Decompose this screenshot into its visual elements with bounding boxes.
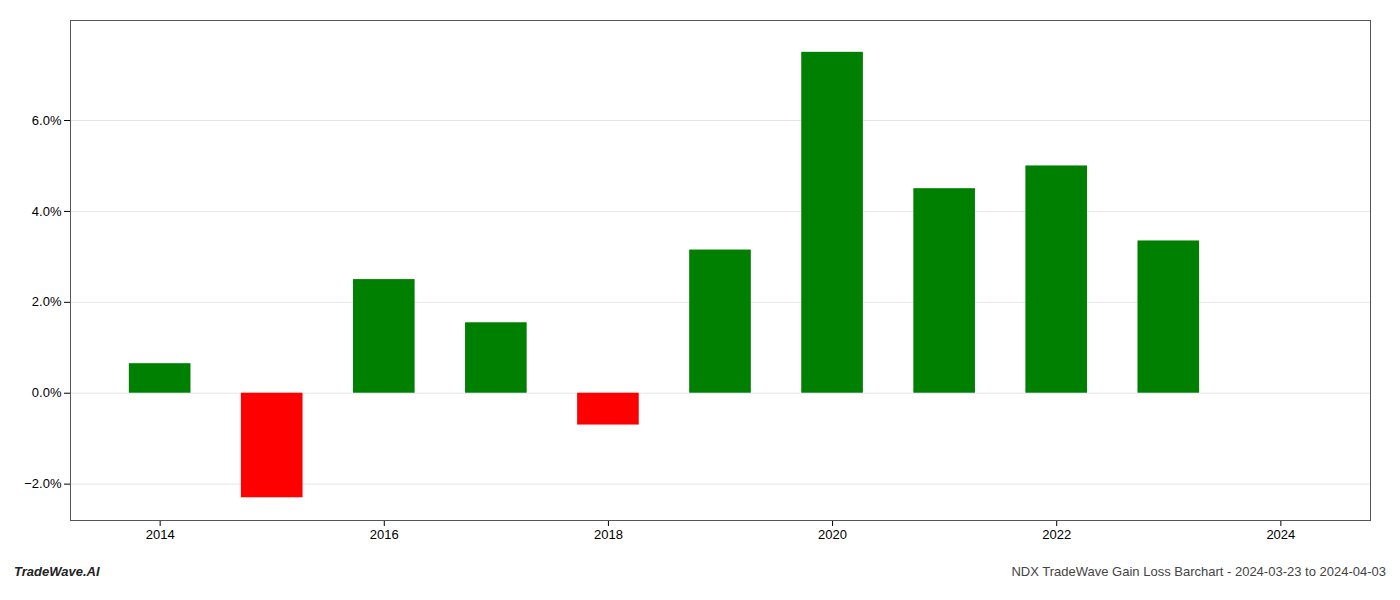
html-text:NDX TradeWave Gain Loss Barcha: NDX TradeWave Gain Loss Barchart - 2024-… <box>1011 564 1386 579</box>
svg-text:0.0%: 0.0% <box>32 385 62 400</box>
svg-text:2016: 2016 <box>370 527 399 542</box>
svg-text:2.0%: 2.0% <box>32 294 62 309</box>
html-text:TradeWave.AI: TradeWave.AI <box>14 564 100 579</box>
svg-text:4.0%: 4.0% <box>32 204 62 219</box>
svg-text:2022: 2022 <box>1042 527 1071 542</box>
svg-text:2024: 2024 <box>1266 527 1295 542</box>
svg-text:2014: 2014 <box>146 527 175 542</box>
svg-text:6.0%: 6.0% <box>32 113 62 128</box>
svg-text:2018: 2018 <box>594 527 623 542</box>
svg-text:−2.0%: −2.0% <box>24 476 62 491</box>
svg-text:2020: 2020 <box>818 527 847 542</box>
